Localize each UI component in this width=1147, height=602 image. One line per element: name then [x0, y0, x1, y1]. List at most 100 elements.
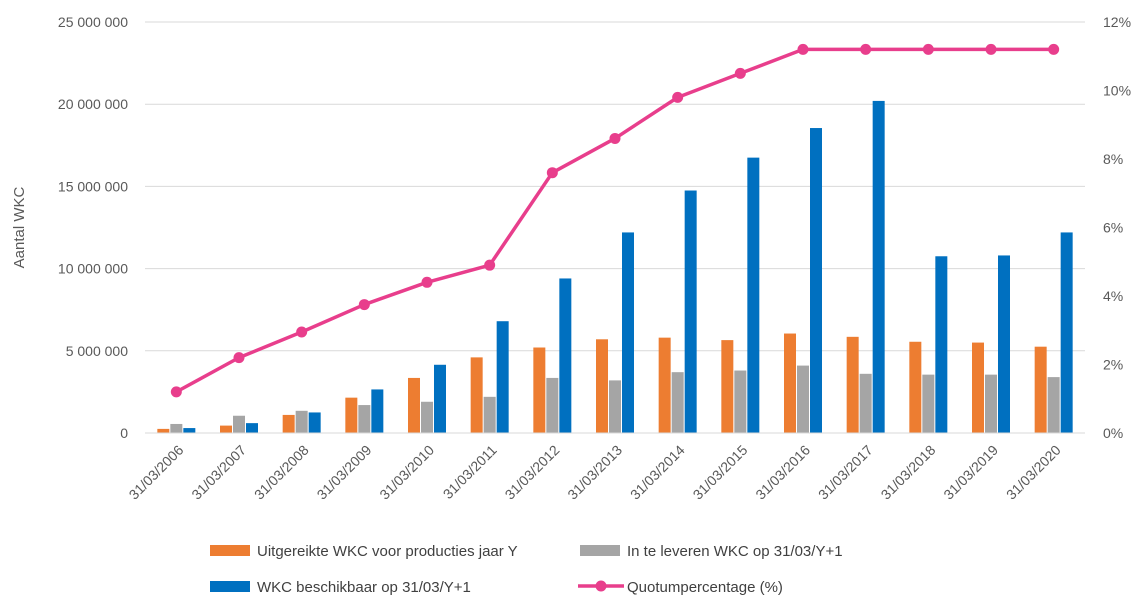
legend-label: Uitgereikte WKC voor producties jaar Y — [257, 543, 518, 560]
y2-tick-label: 10% — [1103, 83, 1131, 99]
bar-3 — [1060, 232, 1073, 433]
line-point — [922, 43, 934, 55]
bar-1 — [220, 425, 232, 433]
y-tick-label: 5 000 000 — [66, 343, 128, 359]
legend-label: WKC beschikbaar op 31/03/Y+1 — [257, 579, 471, 596]
bar-1 — [533, 347, 546, 433]
y2-tick-label: 4% — [1103, 288, 1123, 304]
line-point — [1048, 43, 1060, 55]
line-point — [734, 67, 746, 79]
x-tick-label: 31/03/2014 — [627, 442, 688, 503]
bar-3 — [496, 321, 509, 433]
y2-tick-label: 2% — [1103, 357, 1123, 373]
bar-1 — [596, 339, 608, 433]
legend-swatch — [210, 545, 250, 556]
x-axis-ticks: 31/03/2006 31/03/2007 31/03/2008 31/03/2009… — [126, 442, 1064, 503]
bar-1 — [972, 342, 984, 433]
legend-label: Quotumpercentage (%) — [627, 579, 783, 596]
legend-swatch — [210, 581, 250, 592]
bar-2 — [546, 377, 559, 433]
line-series — [175, 47, 1054, 394]
bar-1 — [470, 357, 483, 433]
y-axis-right-ticks: 0% 2% 4% 6% 8% 10% 12% — [1103, 14, 1131, 441]
bar-3 — [434, 364, 446, 433]
bar-1 — [658, 337, 671, 433]
x-tick-label: 31/03/2009 — [314, 442, 375, 503]
gridlines — [145, 21, 1085, 352]
bar-3 — [684, 190, 697, 433]
bar-2 — [734, 370, 747, 433]
legend: Uitgereikte WKC voor producties jaar Y In… — [210, 543, 843, 596]
y2-tick-label: 12% — [1103, 14, 1131, 30]
line-point — [985, 43, 997, 55]
bar-1 — [1034, 346, 1047, 433]
x-tick-label: 31/03/2011 — [440, 442, 500, 502]
bar-2 — [233, 415, 245, 433]
bar-1 — [846, 336, 859, 433]
bar-3 — [810, 128, 822, 433]
bars — [157, 100, 1073, 434]
bar-3 — [246, 423, 258, 433]
bar-3 — [559, 278, 572, 433]
line-point — [296, 326, 308, 338]
bar-2 — [797, 365, 809, 433]
x-tick-label: 31/03/2010 — [376, 442, 437, 503]
line-point — [358, 299, 370, 311]
bar-2 — [1047, 377, 1060, 433]
x-tick-label: 31/03/2015 — [690, 442, 751, 503]
y-axis-label: Aantal WKC — [11, 186, 28, 268]
y-tick-label: 0 — [120, 425, 128, 441]
line-point — [797, 43, 809, 55]
x-tick-label: 31/03/2007 — [188, 442, 249, 503]
bar-3 — [998, 255, 1010, 433]
bar-1 — [282, 414, 295, 433]
legend-item: Quotumpercentage (%) — [578, 579, 783, 596]
x-tick-label: 31/03/2020 — [1003, 442, 1064, 503]
quotum-line — [170, 43, 1060, 398]
line-point — [546, 167, 558, 179]
bar-2 — [421, 401, 433, 433]
bar-2 — [859, 373, 872, 433]
bar-3 — [183, 428, 196, 433]
line-point — [860, 43, 872, 55]
bar-3 — [935, 256, 948, 433]
x-tick-label: 31/03/2006 — [126, 442, 187, 503]
bar-3 — [371, 389, 384, 433]
y2-tick-label: 6% — [1103, 220, 1123, 236]
x-tick-label: 31/03/2018 — [878, 442, 939, 503]
bar-2 — [295, 410, 308, 433]
bar-2 — [985, 374, 997, 433]
bar-2 — [671, 372, 684, 433]
y-tick-label: 25 000 000 — [58, 14, 128, 30]
y-axis-left-ticks: 0 5 000 000 10 000 000 15 000 000 20 000 000… — [58, 14, 128, 441]
x-tick-label: 31/03/2016 — [752, 442, 813, 503]
bar-2 — [170, 423, 183, 433]
legend-swatch — [580, 545, 620, 556]
y2-tick-label: 8% — [1103, 151, 1123, 167]
line-point — [233, 352, 245, 364]
line-point — [609, 132, 621, 144]
y2-tick-label: 0% — [1103, 425, 1123, 441]
bar-3 — [622, 232, 634, 433]
y-tick-label: 10 000 000 — [58, 261, 128, 277]
line-point — [421, 276, 433, 288]
bar-2 — [358, 405, 371, 433]
bar-1 — [909, 341, 922, 433]
line-point — [672, 91, 684, 103]
bar-1 — [345, 397, 358, 433]
legend-item: In te leveren WKC op 31/03/Y+1 — [580, 543, 843, 560]
bar-3 — [308, 412, 321, 433]
y-tick-label: 15 000 000 — [58, 178, 128, 194]
legend-swatch-marker — [595, 580, 607, 592]
bar-3 — [747, 157, 760, 433]
legend-label: In te leveren WKC op 31/03/Y+1 — [627, 543, 843, 560]
x-tick-label: 31/03/2013 — [564, 442, 625, 503]
bar-2 — [483, 396, 496, 433]
bar-2 — [609, 380, 621, 433]
bar-1 — [157, 428, 170, 433]
x-tick-label: 31/03/2008 — [251, 442, 312, 503]
x-tick-label: 31/03/2019 — [940, 442, 1001, 503]
line-point — [484, 259, 496, 271]
bar-1 — [721, 340, 734, 433]
